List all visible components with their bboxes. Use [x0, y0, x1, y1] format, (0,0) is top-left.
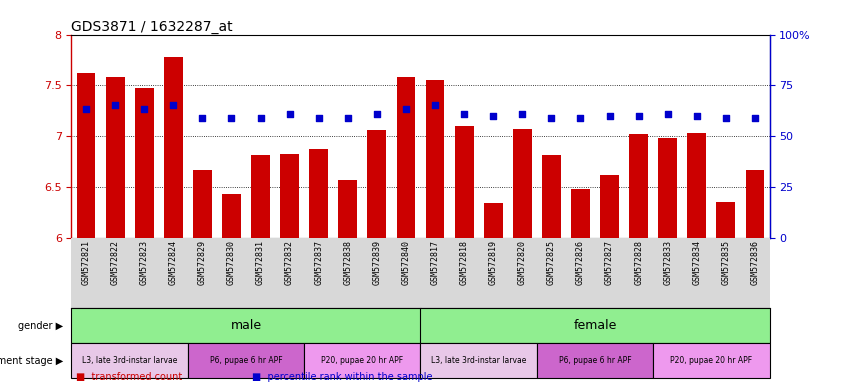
- Point: [516, 111, 529, 117]
- Text: GSM572817: GSM572817: [431, 240, 440, 285]
- Bar: [188, 343, 304, 378]
- Bar: [687, 133, 706, 238]
- Bar: [629, 134, 648, 238]
- Bar: [304, 343, 420, 378]
- Text: GSM572819: GSM572819: [489, 240, 498, 285]
- Point: [196, 115, 209, 121]
- Text: GSM572831: GSM572831: [256, 240, 265, 285]
- Text: GSM572839: GSM572839: [373, 240, 381, 285]
- Point: [225, 115, 238, 121]
- Bar: [135, 88, 154, 238]
- Bar: [280, 154, 299, 238]
- Point: [283, 111, 296, 117]
- Text: GSM572821: GSM572821: [82, 240, 91, 285]
- Text: GSM572832: GSM572832: [285, 240, 294, 285]
- Text: GSM572840: GSM572840: [401, 240, 410, 285]
- Bar: [251, 155, 270, 238]
- Text: L3, late 3rd-instar larvae: L3, late 3rd-instar larvae: [431, 356, 526, 365]
- Text: GSM572827: GSM572827: [605, 240, 614, 285]
- Text: GSM572836: GSM572836: [750, 240, 759, 285]
- Text: L3, late 3rd-instar larvae: L3, late 3rd-instar larvae: [82, 356, 177, 365]
- Text: GSM572830: GSM572830: [227, 240, 236, 285]
- Bar: [659, 138, 677, 238]
- Bar: [420, 343, 537, 378]
- Bar: [513, 129, 532, 238]
- Text: GSM572826: GSM572826: [576, 240, 585, 285]
- Text: GSM572822: GSM572822: [111, 240, 119, 285]
- Point: [167, 102, 180, 108]
- Point: [458, 111, 471, 117]
- Point: [108, 102, 122, 108]
- Bar: [396, 77, 415, 238]
- Text: GSM572824: GSM572824: [169, 240, 177, 285]
- Text: GSM572833: GSM572833: [664, 240, 672, 285]
- Text: GSM572820: GSM572820: [518, 240, 526, 285]
- Bar: [537, 343, 653, 378]
- Bar: [222, 194, 241, 238]
- Text: P6, pupae 6 hr APF: P6, pupae 6 hr APF: [209, 356, 283, 365]
- Text: male: male: [230, 319, 262, 332]
- Bar: [71, 308, 420, 343]
- Text: ■  percentile rank within the sample: ■ percentile rank within the sample: [252, 372, 433, 382]
- Bar: [77, 73, 96, 238]
- Bar: [71, 343, 188, 378]
- Point: [312, 115, 325, 121]
- Text: GDS3871 / 1632287_at: GDS3871 / 1632287_at: [71, 20, 233, 33]
- Point: [341, 115, 355, 121]
- Bar: [600, 175, 619, 238]
- Bar: [745, 170, 764, 238]
- Text: GSM572835: GSM572835: [722, 240, 730, 285]
- Point: [370, 111, 383, 117]
- Point: [399, 106, 413, 112]
- Bar: [653, 343, 770, 378]
- Bar: [717, 202, 735, 238]
- Point: [428, 102, 442, 108]
- Point: [486, 113, 500, 119]
- Bar: [368, 130, 386, 238]
- Text: female: female: [574, 319, 616, 332]
- Bar: [484, 203, 503, 238]
- Point: [545, 115, 558, 121]
- Point: [603, 113, 616, 119]
- Point: [254, 115, 267, 121]
- Text: P20, pupae 20 hr APF: P20, pupae 20 hr APF: [670, 356, 753, 365]
- Text: ■  transformed count: ■ transformed count: [76, 372, 182, 382]
- Point: [632, 113, 645, 119]
- Point: [574, 115, 587, 121]
- Text: GSM572829: GSM572829: [198, 240, 207, 285]
- Text: development stage ▶: development stage ▶: [0, 356, 63, 366]
- Text: P6, pupae 6 hr APF: P6, pupae 6 hr APF: [558, 356, 632, 365]
- Bar: [426, 80, 445, 238]
- Bar: [338, 180, 357, 238]
- Point: [661, 111, 674, 117]
- Text: GSM572825: GSM572825: [547, 240, 556, 285]
- Text: GSM572834: GSM572834: [692, 240, 701, 285]
- Bar: [309, 149, 328, 238]
- Point: [137, 106, 151, 112]
- Text: GSM572828: GSM572828: [634, 240, 643, 285]
- Text: gender ▶: gender ▶: [18, 321, 63, 331]
- Bar: [542, 155, 561, 238]
- Bar: [164, 57, 182, 238]
- Bar: [193, 170, 212, 238]
- Bar: [420, 308, 770, 343]
- Bar: [571, 189, 590, 238]
- Text: GSM572838: GSM572838: [343, 240, 352, 285]
- Point: [748, 115, 762, 121]
- Text: GSM572837: GSM572837: [315, 240, 323, 285]
- Point: [719, 115, 733, 121]
- Point: [690, 113, 704, 119]
- Text: GSM572818: GSM572818: [460, 240, 468, 285]
- Text: P20, pupae 20 hr APF: P20, pupae 20 hr APF: [321, 356, 404, 365]
- Bar: [106, 77, 124, 238]
- Bar: [455, 126, 473, 238]
- Point: [79, 106, 93, 112]
- Text: GSM572823: GSM572823: [140, 240, 149, 285]
